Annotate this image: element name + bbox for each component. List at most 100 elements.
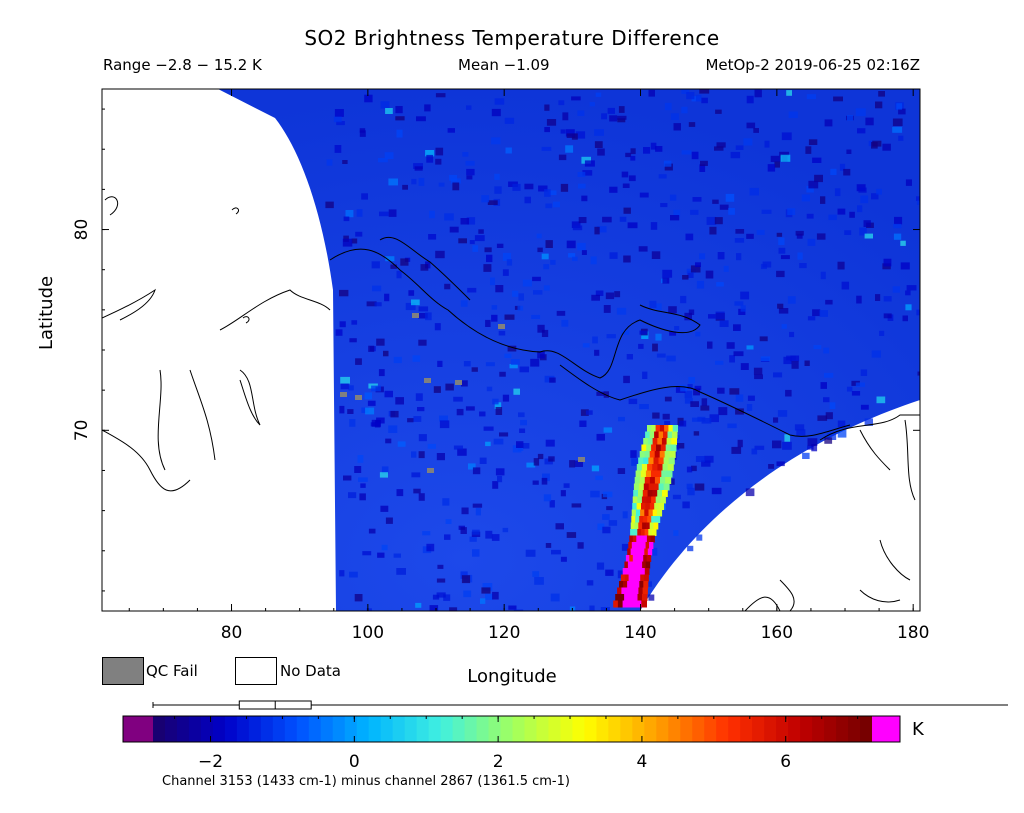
swath-pixel: [342, 238, 353, 247]
swath-pixel: [740, 291, 750, 300]
swath-pixel: [536, 233, 542, 239]
swath-pixel: [686, 466, 693, 473]
y-tick-label-70: 70: [72, 419, 92, 441]
swath-pixel: [623, 207, 631, 214]
plume-pixel: [628, 574, 634, 582]
swath-pixel: [485, 441, 491, 447]
swath-pixel: [558, 100, 565, 106]
swath-pixel: [379, 211, 389, 217]
colorbar-segment: [284, 716, 298, 742]
swath-pixel: [472, 467, 481, 475]
swath-pixel: [349, 338, 357, 343]
swath-pixel: [699, 253, 706, 260]
swath-pixel: [494, 402, 502, 409]
plume-pixel: [655, 425, 661, 432]
swath-pixel: [893, 223, 902, 229]
swath-pixel: [411, 472, 421, 478]
plume-pixel: [670, 444, 677, 452]
swath-pixel: [686, 483, 693, 489]
plume-pixel: [632, 496, 639, 504]
plume-pixel: [629, 555, 634, 562]
colorbar-segment: [200, 716, 214, 742]
plume-pixel: [657, 438, 663, 445]
swath-pixel: [504, 314, 515, 320]
colorbar-segment: [236, 716, 250, 742]
plume-pixel: [632, 574, 638, 582]
swath-pixel: [655, 333, 662, 341]
swath-pixel: [709, 414, 719, 423]
plume-pixel: [625, 555, 631, 562]
plume-pixel: [658, 483, 665, 491]
plume-pixel: [638, 483, 645, 491]
colorbar-segment: [656, 716, 669, 742]
swath-pixel: [339, 570, 345, 577]
plume-pixel: [649, 431, 656, 439]
swath-pixel: [571, 221, 581, 228]
swath-pixel: [600, 607, 610, 611]
swath-pixel: [494, 98, 505, 105]
colorbar-segment: [416, 716, 430, 742]
plume-pixel: [638, 587, 644, 595]
swath-pixel: [605, 292, 615, 300]
plume-pixel: [641, 496, 648, 504]
swath-pixel: [435, 250, 445, 259]
plume-pixel: [641, 600, 647, 608]
swath-pixel: [484, 247, 492, 253]
plume-pixel: [664, 425, 670, 432]
swath-pixel: [801, 194, 810, 202]
plume-pixel: [651, 470, 658, 478]
swath-pixel: [533, 458, 540, 466]
swath-pixel: [772, 440, 782, 449]
swath-pixel: [735, 229, 745, 234]
swath-pixel: [900, 262, 910, 270]
swath-pixel: [545, 439, 555, 447]
colorbar-segment: [752, 716, 765, 742]
swath-pixel: [794, 424, 805, 431]
swath-pixel: [433, 386, 441, 393]
coastline-western-land: [102, 288, 331, 492]
swath-pixel: [705, 270, 714, 279]
swath-pixel: [560, 129, 566, 134]
swath-pixel: [806, 213, 814, 219]
swath-pixel: [805, 146, 812, 154]
swath-pixel: [493, 438, 504, 445]
swath-pixel: [666, 355, 676, 362]
coastline-islands-north: [104, 196, 250, 324]
swath-pixel: [384, 152, 394, 159]
swath-pixel: [859, 227, 867, 236]
swath-pixel: [602, 514, 610, 520]
plume-pixel: [625, 587, 631, 595]
plume-pixel: [651, 496, 657, 504]
swath-pixel: [360, 483, 366, 488]
swath-pixel: [623, 375, 630, 384]
swath-pixel: [658, 174, 667, 179]
plume-pixel: [628, 542, 633, 549]
swath-pixel: [355, 358, 362, 365]
plume-pixel: [639, 477, 646, 484]
swath-pixel: [418, 306, 429, 312]
swath-pixel: [444, 283, 451, 290]
swath-pixels: [325, 89, 920, 611]
swath-pixel: [643, 147, 651, 154]
swath-pixel: [602, 526, 611, 534]
swath-pixel: [558, 154, 567, 161]
swath-pixel: [621, 543, 629, 551]
plume-pixel: [638, 561, 644, 569]
swath-pixel: [780, 154, 791, 162]
swath-pixel: [413, 163, 423, 169]
swath-pixel: [491, 314, 498, 322]
swath-pixel: [481, 587, 491, 594]
swath-pixel: [692, 197, 702, 202]
colorbar-segment: [440, 716, 454, 742]
swath-pixel: [555, 523, 564, 530]
swath-pixel: [864, 233, 873, 239]
plume-pixel: [642, 542, 647, 549]
plume-pixel: [650, 535, 655, 543]
swath-pixel: [436, 592, 446, 598]
swath-pixel: [572, 225, 583, 231]
swath-pixel: [472, 549, 480, 557]
swath-pixel: [395, 116, 405, 121]
plume-pixel: [652, 490, 659, 497]
swath-pixel: [695, 331, 701, 337]
swath-pixel: [418, 177, 425, 186]
